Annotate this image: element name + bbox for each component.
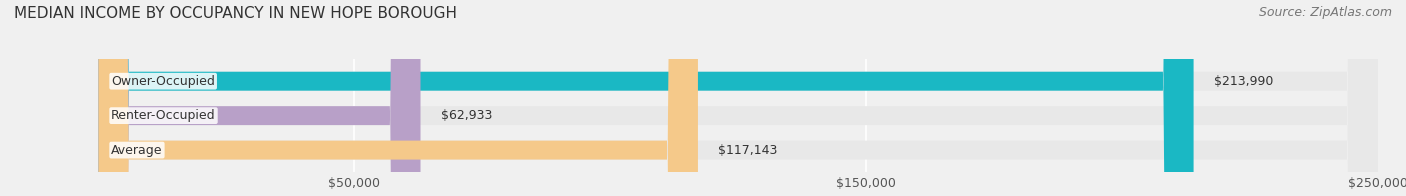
FancyBboxPatch shape: [98, 0, 1378, 196]
Text: $213,990: $213,990: [1213, 75, 1274, 88]
FancyBboxPatch shape: [98, 0, 420, 196]
FancyBboxPatch shape: [98, 0, 1194, 196]
FancyBboxPatch shape: [98, 0, 1378, 196]
FancyBboxPatch shape: [98, 0, 697, 196]
Text: Renter-Occupied: Renter-Occupied: [111, 109, 217, 122]
Text: Average: Average: [111, 144, 163, 157]
Text: Source: ZipAtlas.com: Source: ZipAtlas.com: [1258, 6, 1392, 19]
Text: Owner-Occupied: Owner-Occupied: [111, 75, 215, 88]
FancyBboxPatch shape: [98, 0, 1378, 196]
Text: $117,143: $117,143: [718, 144, 778, 157]
Text: MEDIAN INCOME BY OCCUPANCY IN NEW HOPE BOROUGH: MEDIAN INCOME BY OCCUPANCY IN NEW HOPE B…: [14, 6, 457, 21]
Text: $62,933: $62,933: [441, 109, 492, 122]
